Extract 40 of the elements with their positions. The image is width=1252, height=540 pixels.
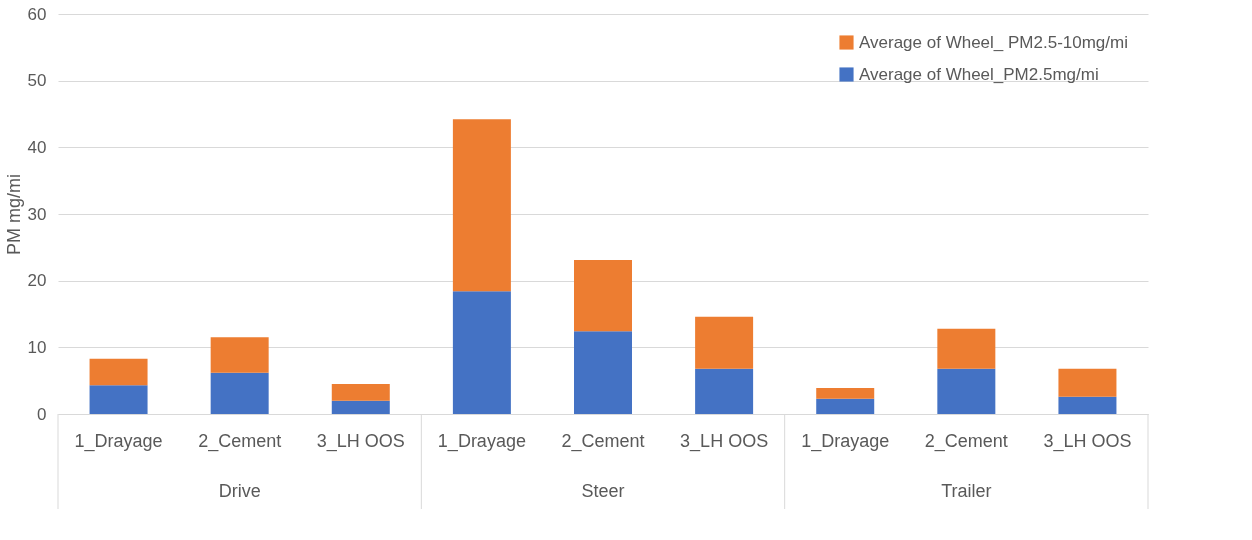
bar	[695, 368, 754, 414]
x-tick-label: 1_Drayage	[437, 430, 526, 452]
bar	[937, 328, 996, 369]
bar	[89, 385, 148, 414]
y-tick-label: 20	[27, 271, 47, 291]
bar	[816, 388, 875, 399]
bar	[695, 316, 754, 369]
y-tick-label: 50	[27, 71, 47, 91]
x-tick-label: 1_Drayage	[74, 430, 163, 452]
y-tick-label: 60	[27, 4, 47, 24]
y-tick-label: 10	[27, 337, 47, 357]
legend-label: Average of Wheel_PM2.5mg/mi	[859, 64, 1099, 84]
bar	[452, 291, 511, 414]
x-tick-label: 3_LH OOS	[680, 430, 769, 452]
y-axis-title: PM mg/mi	[3, 174, 24, 255]
bar	[1058, 368, 1117, 397]
legend-label: Average of Wheel_ PM2.5-10mg/mi	[859, 32, 1128, 52]
bar	[937, 368, 996, 414]
bar	[816, 398, 875, 414]
text: Trailer	[941, 481, 992, 501]
y-tick-label: 40	[27, 137, 47, 157]
x-tick-label: 3_LH OOS	[316, 430, 405, 452]
bar	[331, 400, 390, 414]
y-tick-label: 30	[27, 204, 47, 224]
bar	[574, 260, 632, 332]
x-tick-label: 3_LH OOS	[1043, 430, 1132, 452]
x-tick-label: 2_Cement	[561, 430, 645, 452]
bar	[1058, 396, 1117, 414]
x-tick-label: 2_Cement	[924, 430, 1008, 452]
text: Steer	[581, 481, 625, 501]
bar	[452, 119, 511, 292]
y-tick-label: 0	[37, 404, 47, 424]
x-tick-label: 1_Drayage	[801, 430, 890, 452]
x-tick-label: 2_Cement	[198, 430, 282, 452]
bar	[210, 372, 269, 414]
text: Drive	[218, 481, 261, 501]
bar	[210, 337, 269, 373]
bar	[89, 358, 148, 386]
bar	[574, 331, 632, 414]
bar	[331, 384, 390, 401]
